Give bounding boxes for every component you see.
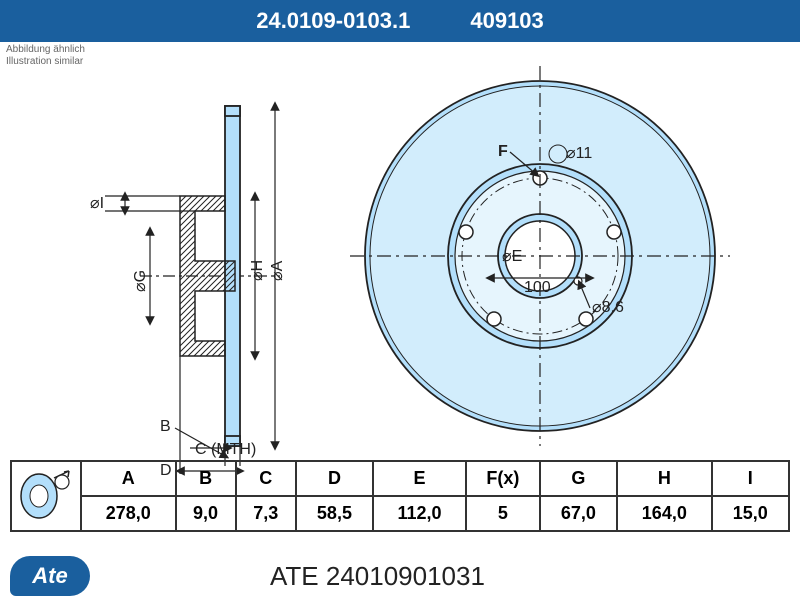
label-diam-i: ⌀I xyxy=(90,195,104,212)
table-data-row: 278,0 9,0 7,3 58,5 112,0 5 67,0 164,0 15… xyxy=(11,496,789,531)
label-center-hole: ⌀8.6 xyxy=(592,299,624,316)
col-d: D xyxy=(296,461,373,496)
col-c: C xyxy=(236,461,296,496)
disc-icon xyxy=(14,466,78,522)
col-a: A xyxy=(81,461,176,496)
subtitle-de: Abbildung ähnlich xyxy=(6,44,85,56)
footer-part-number: ATE 24010901031 xyxy=(270,561,485,592)
col-b: B xyxy=(176,461,236,496)
label-f: F xyxy=(498,143,508,160)
side-cross-section: ⌀A ⌀H ⌀G ⌀I B C (MTH) D xyxy=(30,76,290,476)
val-f: 5 xyxy=(466,496,540,531)
val-c: 7,3 xyxy=(236,496,296,531)
label-bolt-circle: 100 xyxy=(524,279,551,296)
part-number-short: 409103 xyxy=(470,8,543,34)
label-b: B xyxy=(160,418,171,435)
front-face-view: F ⌀11 ⌀E 100 ⌀8.6 xyxy=(310,56,770,456)
label-diam-h: ⌀H xyxy=(249,260,266,281)
footer: Ate ATE 24010901031 xyxy=(0,556,800,596)
header-bar: 24.0109-0103.1 409103 xyxy=(0,0,800,42)
dimension-table: A B C D E F(x) G H I 278,0 9,0 7,3 58,5 … xyxy=(0,460,800,532)
part-number-long: 24.0109-0103.1 xyxy=(256,8,410,34)
table-header-row: A B C D E F(x) G H I xyxy=(11,461,789,496)
technical-diagram: Ate ⌀A ⌀H ⌀G ⌀I xyxy=(0,56,800,456)
col-g: G xyxy=(540,461,617,496)
val-h: 164,0 xyxy=(617,496,712,531)
val-e: 112,0 xyxy=(373,496,466,531)
col-h: H xyxy=(617,461,712,496)
val-a: 278,0 xyxy=(81,496,176,531)
col-e: E xyxy=(373,461,466,496)
val-g: 67,0 xyxy=(540,496,617,531)
label-diam-e: ⌀E xyxy=(502,248,522,265)
val-i: 15,0 xyxy=(712,496,789,531)
col-f: F(x) xyxy=(466,461,540,496)
label-hole-d: ⌀11 xyxy=(566,145,592,162)
ate-logo: Ate xyxy=(10,556,90,596)
label-diam-a: ⌀A xyxy=(269,260,286,281)
label-diam-g: ⌀G xyxy=(132,270,149,292)
val-b: 9,0 xyxy=(176,496,236,531)
col-i: I xyxy=(712,461,789,496)
val-d: 58,5 xyxy=(296,496,373,531)
label-c: C (MTH) xyxy=(195,441,256,458)
table-icon-cell xyxy=(11,461,81,531)
